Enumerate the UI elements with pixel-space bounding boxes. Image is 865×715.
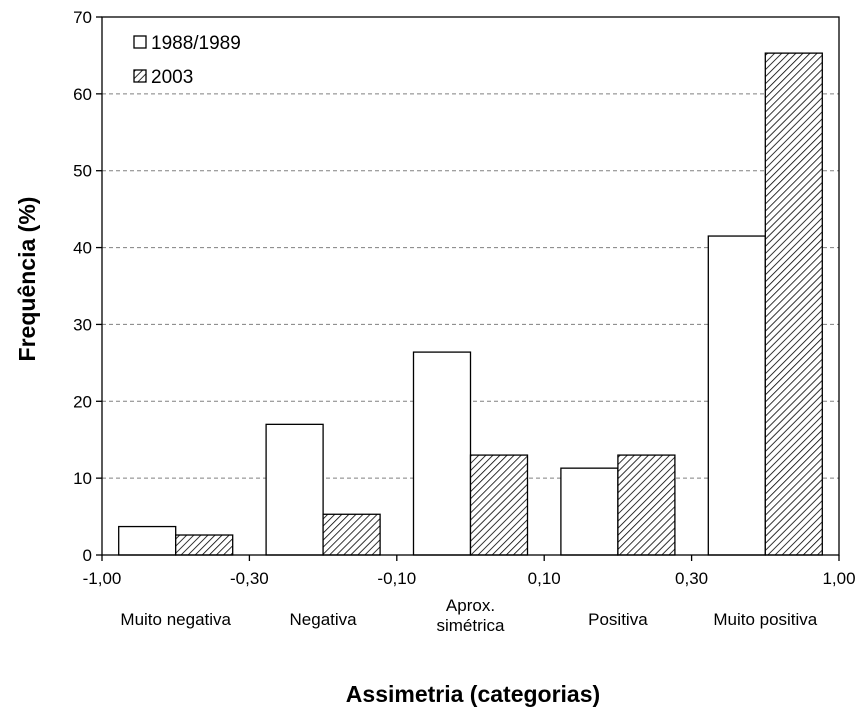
category-label: Negativa xyxy=(290,610,358,629)
bars xyxy=(118,52,823,556)
category-labels: Muito negativa Negativa Aprox.simétrica Pos… xyxy=(120,596,817,635)
y-tick-label: 60 xyxy=(73,85,92,104)
bar xyxy=(322,513,381,556)
y-tick-label: 40 xyxy=(73,239,92,258)
tick-labels: 0 10 20 30 40 50 60 70 -1,00 -0,30 -0,10 0,10 0,30 1,… xyxy=(73,8,855,588)
bar xyxy=(412,351,472,556)
category-label: simétrica xyxy=(436,616,505,635)
bar xyxy=(469,454,529,556)
legend-label-1988-1989: 1988/1989 xyxy=(151,33,241,54)
legend-item-series-2: 2003 xyxy=(133,67,193,88)
x-tick-label: -0,10 xyxy=(377,569,416,588)
bar xyxy=(764,52,823,556)
plot-frame xyxy=(101,16,840,556)
y-axis-title: Frequência (%) xyxy=(14,197,40,362)
legend-swatch-2003 xyxy=(133,69,147,83)
legend-label-2003: 2003 xyxy=(151,67,193,88)
bar xyxy=(617,454,676,556)
category-label: Positiva xyxy=(588,610,648,629)
x-tick-label: 1,00 xyxy=(822,569,855,588)
y-tick-label: 20 xyxy=(73,392,92,411)
y-tick-label: 70 xyxy=(73,8,92,27)
category-label: Muito positiva xyxy=(713,610,817,629)
bar xyxy=(560,467,619,556)
y-tick-label: 50 xyxy=(73,162,92,181)
y-tick-label: 0 xyxy=(83,546,92,565)
y-tick-label: 10 xyxy=(73,469,92,488)
category-label: Aprox. xyxy=(446,596,495,615)
x-axis-title: Assimetria (categorias) xyxy=(346,681,600,707)
category-label: Muito negativa xyxy=(120,610,231,629)
x-tick-label: -0,30 xyxy=(230,569,269,588)
legend-item-series-1: 1988/1989 xyxy=(133,33,241,54)
gridlines xyxy=(102,93,839,479)
legend-swatch-1988-1989 xyxy=(133,35,147,49)
bar xyxy=(707,235,766,556)
x-tick-label: 0,30 xyxy=(675,569,708,588)
legend: 1988/1989 2003 xyxy=(133,33,241,88)
bar xyxy=(118,525,177,556)
bar xyxy=(175,534,234,556)
y-tick-label: 30 xyxy=(73,315,92,334)
axes xyxy=(96,16,840,561)
x-tick-label: -1,00 xyxy=(83,569,122,588)
bar xyxy=(265,423,324,556)
x-tick-label: 0,10 xyxy=(528,569,561,588)
